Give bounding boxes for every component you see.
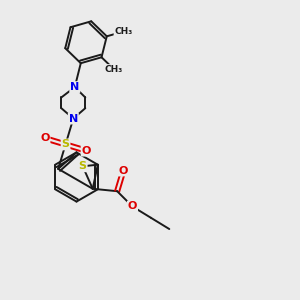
Text: N: N: [69, 114, 78, 124]
Text: CH₃: CH₃: [114, 27, 133, 36]
Text: O: O: [40, 133, 50, 143]
Text: S: S: [79, 161, 87, 171]
Text: O: O: [82, 146, 91, 156]
Text: S: S: [61, 140, 70, 149]
Text: N: N: [70, 82, 80, 92]
Text: O: O: [128, 202, 137, 212]
Text: CH₃: CH₃: [105, 65, 123, 74]
Text: O: O: [119, 166, 128, 176]
